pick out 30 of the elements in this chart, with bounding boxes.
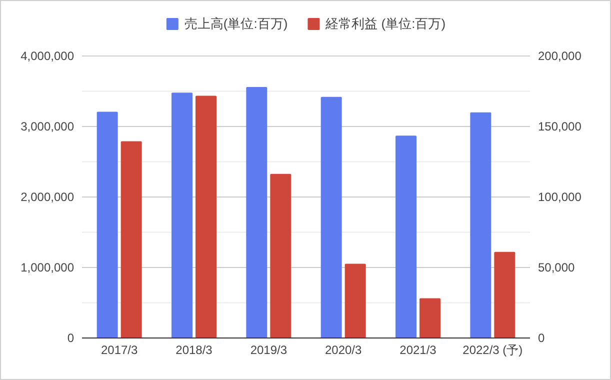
bar [344,264,366,338]
y2-tick-label: 50,000 [538,260,576,274]
x-tick-label: 2019/3 [250,343,288,357]
y-tick-label: 0 [67,331,74,345]
bar [396,136,416,338]
y-tick-label: 4,000,000 [20,49,74,63]
legend-label: 経常利益 (単位:百万) [324,16,446,31]
bar [320,96,342,338]
bar [96,112,118,338]
x-tick-label: 2018/3 [176,343,213,357]
x-tick-label: 2021/3 [400,343,437,357]
y-tick-label: 1,000,000 [20,260,74,274]
y-tick-label: 3,000,000 [20,120,74,134]
y-tick-label: 2,000,000 [20,190,74,204]
y2-tick-label: 200,000 [538,49,582,63]
bar [246,87,268,338]
bar [172,92,192,338]
x-tick-label: 2020/3 [324,343,362,357]
bar [470,112,492,338]
y2-tick-label: 0 [538,331,545,345]
x-tick-label: 2017/3 [100,343,138,357]
y2-tick-label: 150,000 [538,120,582,134]
bar [270,174,292,338]
x-tick-label: 2022/3 (予) [462,343,523,357]
legend-label: 売上高(単位:百万) [184,16,288,31]
bar [196,96,216,338]
y2-tick-label: 100,000 [538,190,582,204]
bar [420,298,440,338]
bar [120,141,142,338]
bar [494,252,516,338]
